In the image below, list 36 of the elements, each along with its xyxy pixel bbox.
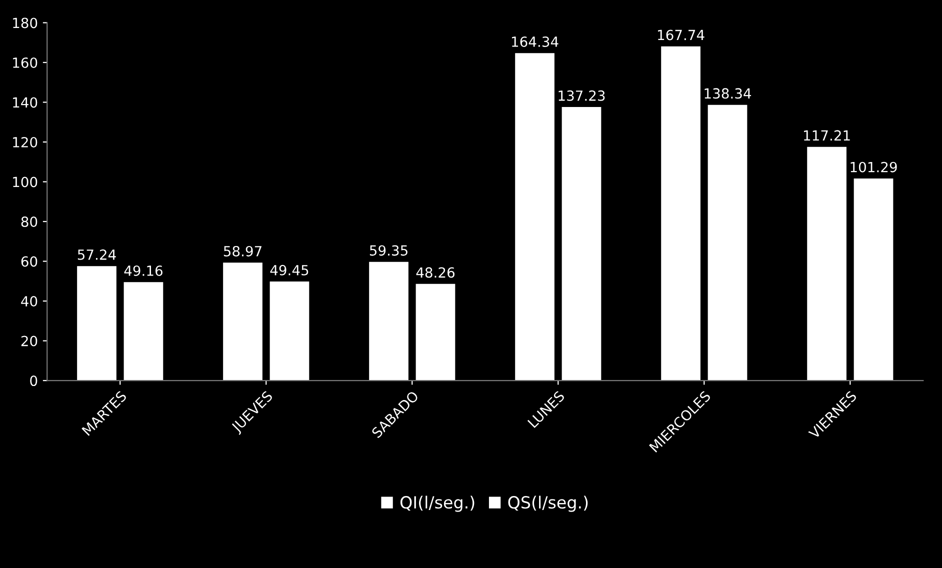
y-tick-label: 20 [21, 336, 38, 346]
data-label: 49.45 [270, 264, 308, 276]
y-tick-label: 40 [21, 296, 38, 307]
data-label: 48.26 [416, 267, 454, 278]
y-tick-label: 160 [13, 57, 38, 68]
bar [369, 262, 408, 381]
bar [124, 282, 164, 381]
data-label: 167.74 [658, 30, 704, 40]
bar [416, 284, 456, 381]
data-label: 58.97 [224, 246, 262, 256]
data-label: 138.34 [704, 88, 752, 99]
y-tick-label: 0 [30, 376, 38, 386]
bar [661, 46, 700, 381]
bar [807, 146, 846, 381]
data-label: 117.21 [804, 130, 850, 140]
data-label: 49.16 [124, 265, 162, 276]
bar [515, 53, 554, 381]
y-tick-label: 100 [13, 176, 38, 188]
bar [854, 178, 894, 381]
y-tick-label: 140 [13, 97, 38, 108]
bar [562, 107, 602, 381]
bar [270, 282, 310, 381]
bar [708, 104, 748, 381]
legend-label: QI(l/seg.) [400, 496, 474, 512]
data-label: 164.34 [512, 36, 558, 47]
legend-label: QS(l/seg.) [508, 496, 588, 512]
bar [223, 262, 262, 381]
data-label: 137.23 [558, 90, 605, 101]
y-tick-label: 120 [13, 136, 38, 148]
y-tick-label: 80 [21, 216, 38, 227]
data-label: 57.24 [78, 249, 116, 260]
y-tick-label: 180 [13, 18, 38, 28]
y-tick-label: 60 [21, 256, 38, 267]
data-label: 101.29 [850, 162, 897, 172]
data-label: 59.35 [370, 245, 408, 256]
bar [77, 266, 116, 381]
